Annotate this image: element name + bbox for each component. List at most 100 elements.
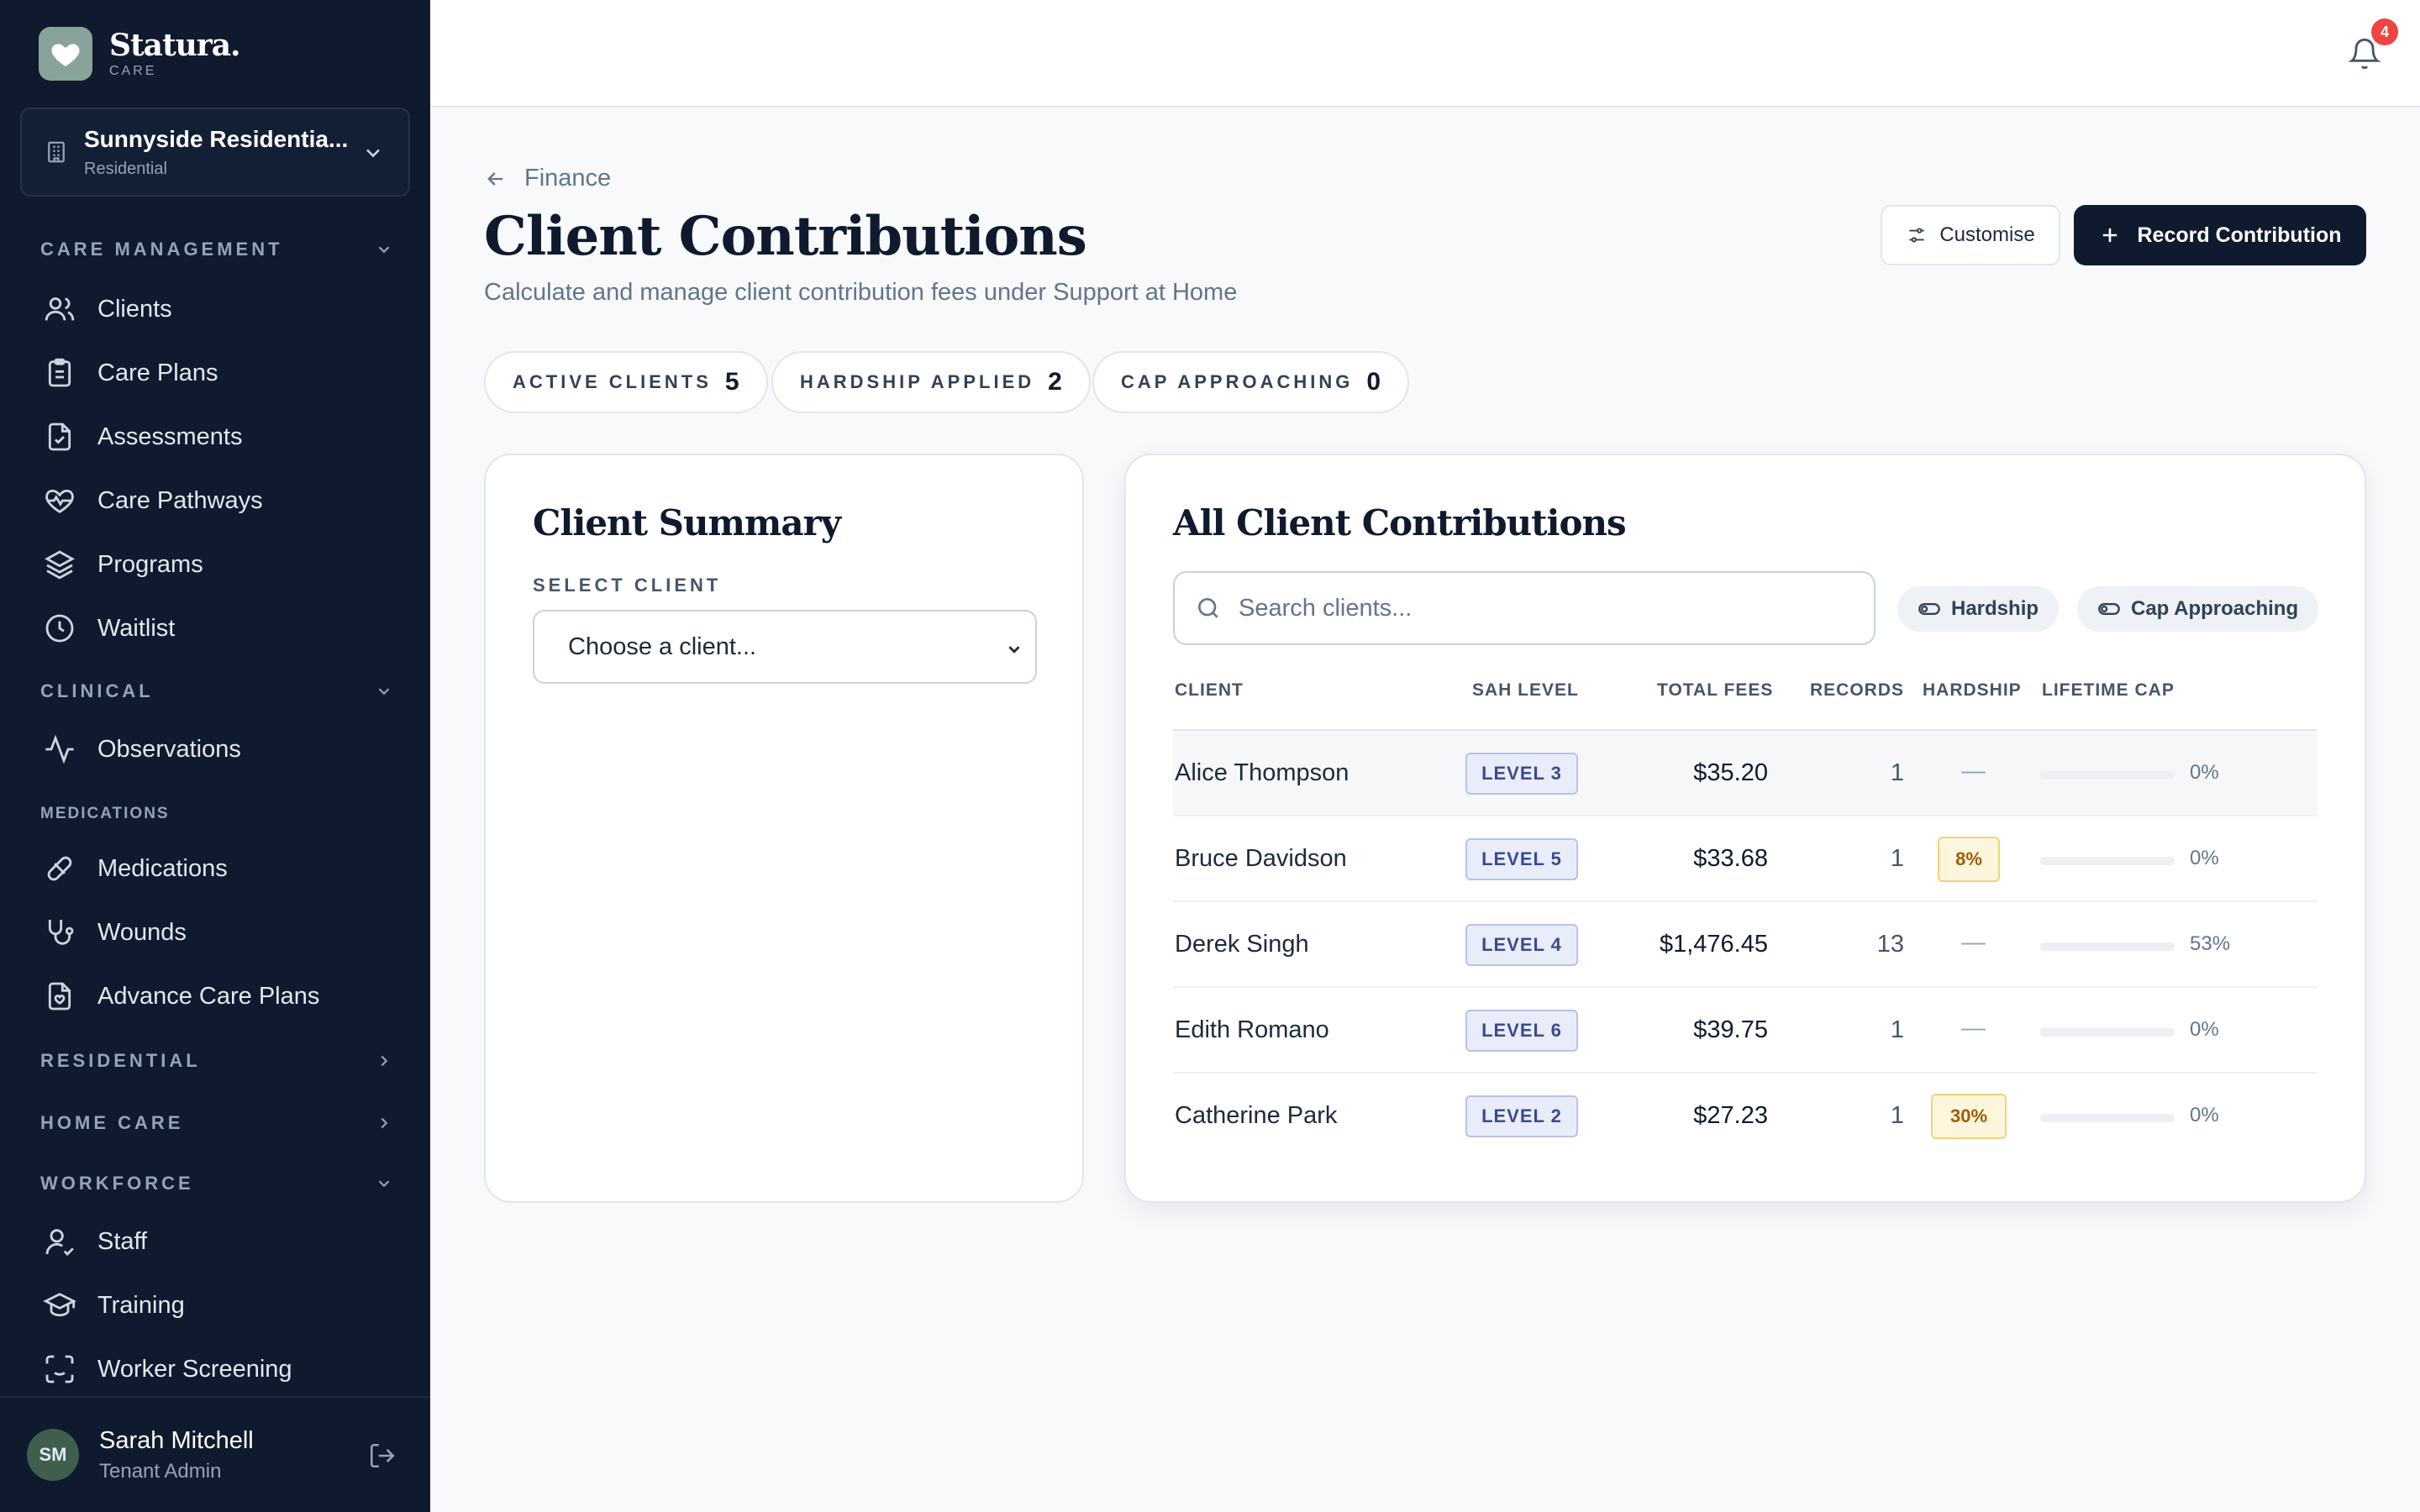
hardship-value: — (1961, 758, 1986, 785)
heart-pulse-icon (40, 481, 79, 520)
sliders-icon (1906, 224, 1939, 246)
filter-cap-approaching[interactable]: Cap Approaching (2077, 586, 2319, 632)
sidebar-item-advance-care-plans[interactable]: Advance Care Plans (40, 973, 393, 1020)
building-icon (44, 139, 69, 165)
client-name: Alice Thompson (1175, 759, 1349, 786)
table-row[interactable]: Derek Singh LEVEL 4 $1,476.45 13 — 53% (1173, 902, 2317, 988)
sidebar-item-waitlist[interactable]: Waitlist (40, 605, 393, 652)
column-lifetime-cap[interactable]: LIFETIME CAP (2042, 680, 2175, 700)
hardship-badge: 8% (1938, 837, 2000, 882)
stethoscope-icon (40, 913, 79, 952)
sidebar-item-worker-screening[interactable]: Worker Screening (40, 1346, 393, 1393)
client-select[interactable]: Choose a client... (533, 610, 1037, 684)
hardship-value: — (1961, 929, 1986, 956)
records-count: 13 (1876, 931, 1904, 958)
plus-icon (2098, 223, 2137, 247)
records-count: 1 (1890, 1016, 1904, 1043)
column-client[interactable]: CLIENT (1175, 680, 1244, 700)
users-icon (40, 290, 79, 328)
bell-icon[interactable] (2348, 35, 2381, 72)
records-count: 1 (1890, 759, 1904, 786)
sidebar-item-observations[interactable]: Observations (40, 726, 393, 773)
page-title: Client Contributions (484, 205, 1087, 268)
graduation-cap-icon (40, 1286, 79, 1325)
lifetime-cap-percent: 0% (2190, 1018, 2219, 1041)
search-input[interactable] (1239, 594, 1844, 622)
arrow-left-icon (484, 167, 524, 191)
chevron-down-icon (375, 240, 393, 259)
avatar: SM (27, 1429, 79, 1481)
column-hardship[interactable]: HARDSHIP (1923, 680, 2022, 700)
client-name: Catherine Park (1175, 1102, 1338, 1129)
lifetime-cap-percent: 53% (2190, 932, 2231, 955)
card-title: Client Summary (533, 502, 841, 543)
section-workforce[interactable]: WORKFORCE (40, 1173, 393, 1194)
user-profile[interactable]: SM Sarah Mitchell Tenant Admin (0, 1396, 430, 1512)
clipboard-icon (40, 354, 79, 392)
sidebar-item-staff[interactable]: Staff (40, 1218, 393, 1265)
table-row[interactable]: Bruce Davidson LEVEL 5 $33.68 1 8% 0% (1173, 816, 2317, 902)
sidebar: Statura. CARE Sunnyside Residentia... Re… (0, 0, 430, 1512)
breadcrumb-finance[interactable]: Finance (524, 165, 612, 192)
select-client-label: SELECT CLIENT (533, 575, 722, 596)
layers-icon (40, 545, 79, 584)
lifetime-cap-bar (2040, 1114, 2175, 1122)
section-residential[interactable]: RESIDENTIAL (40, 1050, 393, 1072)
clock-icon (40, 609, 79, 648)
table-row[interactable]: Catherine Park LEVEL 2 $27.23 1 30% 0% (1173, 1074, 2317, 1159)
sidebar-item-care-plans[interactable]: Care Plans (40, 349, 393, 396)
sidebar-item-programs[interactable]: Programs (40, 541, 393, 588)
user-check-icon (40, 1222, 79, 1261)
logout-icon[interactable] (368, 1441, 397, 1470)
sah-level-badge: LEVEL 2 (1465, 1095, 1578, 1137)
section-home-care[interactable]: HOME CARE (40, 1112, 393, 1134)
sah-level-badge: LEVEL 4 (1465, 924, 1578, 966)
sidebar-item-assessments[interactable]: Assessments (40, 413, 393, 460)
sah-level-badge: LEVEL 3 (1465, 753, 1578, 795)
brand[interactable]: Statura. CARE (39, 27, 241, 81)
column-records[interactable]: RECORDS (1810, 680, 1905, 700)
pill-icon (40, 849, 79, 888)
column-total-fees[interactable]: TOTAL FEES (1657, 680, 1774, 700)
chevron-down-icon (361, 141, 385, 165)
sah-level-badge: LEVEL 5 (1465, 838, 1578, 880)
all-contributions-card: All Client Contributions Hardship Cap Ap… (1124, 454, 2366, 1203)
sidebar-item-training[interactable]: Training (40, 1282, 393, 1329)
lifetime-cap-percent: 0% (2190, 847, 2219, 869)
table-row[interactable]: Edith Romano LEVEL 6 $39.75 1 — 0% (1173, 988, 2317, 1074)
sidebar-item-wounds[interactable]: Wounds (40, 909, 393, 956)
chevron-right-icon (375, 1052, 393, 1070)
search-box[interactable] (1173, 571, 1876, 645)
file-heart-icon (40, 977, 79, 1016)
customise-button[interactable]: Customise (1881, 205, 2060, 265)
page-subtitle: Calculate and manage client contribution… (484, 279, 1238, 306)
lifetime-cap-bar (2040, 857, 2175, 865)
section-clinical[interactable]: CLINICAL (40, 680, 393, 702)
record-contribution-button[interactable]: Record Contribution (2074, 205, 2366, 265)
client-summary-card: Client Summary SELECT CLIENT Choose a cl… (484, 454, 1084, 1203)
sidebar-item-care-pathways[interactable]: Care Pathways (40, 477, 393, 524)
column-sah-level[interactable]: SAH LEVEL (1472, 680, 1579, 700)
toggle-icon (1918, 597, 1951, 621)
sidebar-item-clients[interactable]: Clients (40, 286, 393, 333)
top-bar: 4 (430, 0, 2420, 108)
total-fees: $1,476.45 (1659, 931, 1768, 958)
total-fees: $33.68 (1693, 845, 1768, 872)
heart-logo-icon (39, 27, 92, 81)
facility-selector[interactable]: Sunnyside Residentia... Residential (20, 108, 410, 197)
table-row[interactable]: Alice Thompson LEVEL 3 $35.20 1 — 0% (1173, 731, 2317, 816)
lifetime-cap-percent: 0% (2190, 761, 2219, 784)
total-fees: $27.23 (1693, 1102, 1768, 1129)
sidebar-item-medications[interactable]: Medications (40, 845, 393, 892)
records-count: 1 (1890, 845, 1904, 872)
lifetime-cap-bar (2040, 771, 2175, 780)
section-care-management[interactable]: CARE MANAGEMENT (40, 239, 393, 260)
facility-type: Residential (84, 159, 167, 178)
client-name: Bruce Davidson (1175, 845, 1347, 872)
breadcrumb[interactable]: Finance (484, 165, 611, 192)
records-count: 1 (1890, 1102, 1904, 1129)
card-title: All Client Contributions (1173, 502, 1627, 543)
filter-hardship[interactable]: Hardship (1897, 586, 2060, 632)
lifetime-cap-bar (2040, 942, 2175, 951)
total-fees: $39.75 (1693, 1016, 1768, 1043)
